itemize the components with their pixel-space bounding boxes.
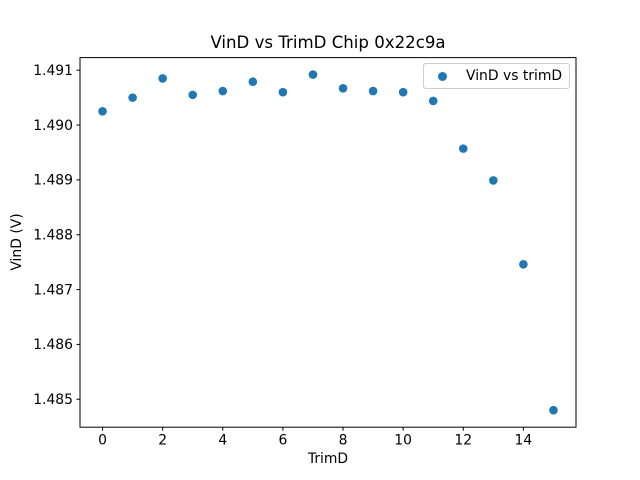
legend: VinD vs trimD (423, 63, 570, 89)
data-point (128, 93, 137, 102)
data-point (458, 144, 468, 153)
y-tick-label: 1.486 (33, 337, 73, 353)
y-tick-label: 1.488 (33, 228, 73, 244)
y-tick-label: 1.491 (33, 63, 73, 79)
x-tick-label: 8 (339, 432, 348, 448)
data-point (308, 70, 318, 79)
data-point (398, 87, 408, 97)
data-point (158, 74, 167, 83)
x-tick-label: 0 (98, 432, 107, 448)
data-point (278, 87, 288, 97)
data-point (489, 176, 498, 185)
data-point (519, 260, 528, 269)
x-tick-label: 6 (278, 432, 287, 448)
axes-spines (79, 57, 577, 428)
x-axis-label: TrimD (307, 451, 349, 467)
y-tick-label: 1.487 (33, 282, 73, 298)
x-tick-label: 4 (218, 432, 227, 448)
chart-title: VinD vs TrimD Chip 0x22c9a (210, 33, 446, 52)
legend-label: VinD vs trimD (466, 68, 563, 84)
data-point (428, 96, 438, 106)
y-tick-label: 1.490 (33, 118, 73, 134)
y-axis-label: VinD (V) (9, 213, 25, 271)
y-tick-label: 1.485 (33, 392, 73, 408)
data-point (368, 86, 378, 96)
data-point (549, 405, 558, 415)
x-tick-label: 12 (454, 432, 472, 448)
data-point (98, 107, 107, 116)
legend-marker-icon (438, 71, 447, 81)
y-tick-label: 1.489 (33, 173, 73, 189)
x-tick-label: 10 (394, 432, 412, 448)
data-point (248, 77, 258, 87)
data-point (188, 90, 198, 100)
x-tick-label: 14 (515, 432, 533, 448)
data-point (218, 86, 228, 96)
x-tick-label: 2 (158, 432, 167, 448)
data-point (338, 84, 348, 93)
